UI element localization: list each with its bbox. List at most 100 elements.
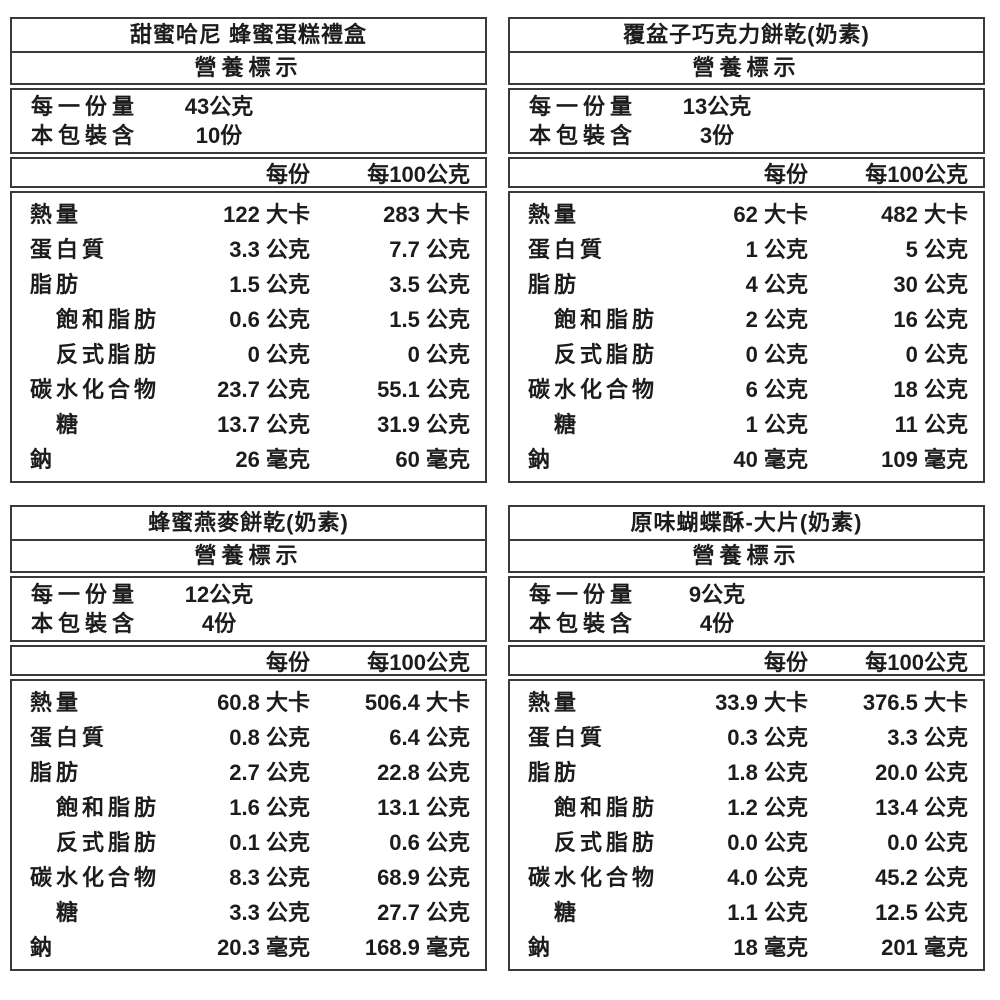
col-header-per-100g: 每100公克 — [367, 650, 470, 675]
nutrient-row: 反式脂肪 0.0 公克 0.0 公克 — [510, 825, 983, 860]
nutrient-rows-box: 熱量 62 大卡 482 大卡 蛋白質 1 公克 5 公克 脂肪 4 公克 30 公克 飽和脂肪 2… — [508, 191, 985, 483]
serving-size-label: 每一份量 — [31, 582, 140, 607]
nutrient-name: 飽和脂肪 — [554, 307, 659, 332]
value-per-100g: 168.9 毫克 — [364, 935, 470, 960]
value-per-100g: 109 毫克 — [881, 447, 968, 472]
nutrient-row: 反式脂肪 0 公克 0 公克 — [510, 337, 983, 372]
value-per-serving: 1.5 公克 — [229, 272, 310, 297]
value-per-serving: 1.8 公克 — [727, 760, 808, 785]
value-per-serving: 20.3 毫克 — [217, 935, 310, 960]
value-per-serving: 3.3 公克 — [229, 900, 310, 925]
nutrient-name: 糖 — [554, 900, 581, 925]
value-per-100g: 31.9 公克 — [377, 412, 470, 437]
serving-size-line: 每一份量 13公克 — [510, 92, 983, 121]
column-header-box: 每份 每100公克 — [10, 157, 487, 188]
col-header-per-100g: 每100公克 — [367, 162, 470, 187]
nutrient-row: 熱量 60.8 大卡 506.4 大卡 — [12, 685, 485, 720]
servings-value: 3份 — [699, 123, 735, 148]
nutrient-row: 碳水化合物 4.0 公克 45.2 公克 — [510, 860, 983, 895]
value-per-serving: 60.8 大卡 — [217, 690, 310, 715]
nutrient-name: 脂肪 — [528, 760, 581, 785]
value-per-serving: 4.0 公克 — [727, 865, 808, 890]
nutrient-name: 熱量 — [528, 202, 581, 227]
nutrient-name: 鈉 — [30, 447, 57, 472]
column-header-box: 每份 每100公克 — [10, 645, 487, 676]
nutrient-row: 鈉 20.3 毫克 168.9 毫克 — [12, 930, 485, 965]
nutrition-facts-heading: 營養標示 — [194, 543, 303, 568]
col-header-per-serving: 每份 — [265, 162, 310, 187]
serving-info-box: 每一份量 9公克 本包裝含 4份 — [508, 576, 985, 642]
value-per-100g: 0.6 公克 — [389, 830, 470, 855]
column-header-row: 每份 每100公克 — [510, 647, 983, 678]
nutrient-row: 碳水化合物 8.3 公克 68.9 公克 — [12, 860, 485, 895]
nutrient-row: 糖 1 公克 11 公克 — [510, 407, 983, 442]
value-per-serving: 122 大卡 — [223, 202, 310, 227]
value-per-serving: 62 大卡 — [733, 202, 808, 227]
value-per-100g: 3.5 公克 — [389, 272, 470, 297]
nutrient-row: 熱量 33.9 大卡 376.5 大卡 — [510, 685, 983, 720]
serving-size-line: 每一份量 9公克 — [510, 580, 983, 609]
nutrition-label-raspberry-chocolate-cookies: 覆盆子巧克力餅乾(奶素) 營養標示 每一份量 13公克 本包裝含 3份 每份 每… — [508, 17, 985, 483]
nutrient-name: 糖 — [56, 412, 83, 437]
servings-per-package-line: 本包裝含 4份 — [12, 609, 485, 638]
value-per-100g: 60 毫克 — [395, 447, 470, 472]
nutrient-name: 蛋白質 — [30, 237, 109, 262]
nutrient-name: 碳水化合物 — [528, 865, 659, 890]
value-per-100g: 482 大卡 — [881, 202, 968, 227]
value-per-serving: 0.8 公克 — [229, 725, 310, 750]
product-title: 原味蝴蝶酥-大片(奶素) — [510, 507, 983, 541]
serving-size-value: 12公克 — [184, 582, 254, 607]
nutrient-row: 蛋白質 3.3 公克 7.7 公克 — [12, 232, 485, 267]
value-per-100g: 20.0 公克 — [875, 760, 968, 785]
title-box: 覆盆子巧克力餅乾(奶素) 營養標示 — [508, 17, 985, 85]
nutrient-name: 熱量 — [30, 690, 83, 715]
value-per-100g: 0.0 公克 — [887, 830, 968, 855]
nutrient-name: 反式脂肪 — [554, 342, 659, 367]
value-per-100g: 6.4 公克 — [389, 725, 470, 750]
nutrient-rows-box: 熱量 122 大卡 283 大卡 蛋白質 3.3 公克 7.7 公克 脂肪 1.5 公克 3.5… — [10, 191, 487, 483]
nutrient-name: 鈉 — [528, 935, 555, 960]
serving-size-line: 每一份量 12公克 — [12, 580, 485, 609]
value-per-100g: 12.5 公克 — [875, 900, 968, 925]
title-box: 原味蝴蝶酥-大片(奶素) 營養標示 — [508, 505, 985, 573]
nutrient-row: 糖 3.3 公克 27.7 公克 — [12, 895, 485, 930]
value-per-serving: 1.2 公克 — [727, 795, 808, 820]
product-title: 甜蜜哈尼 蜂蜜蛋糕禮盒 — [12, 19, 485, 53]
nutrient-name: 碳水化合物 — [30, 377, 161, 402]
nutrient-row: 脂肪 1.5 公克 3.5 公克 — [12, 267, 485, 302]
value-per-100g: 7.7 公克 — [389, 237, 470, 262]
col-header-per-serving: 每份 — [763, 650, 808, 675]
title-box: 甜蜜哈尼 蜂蜜蛋糕禮盒 營養標示 — [10, 17, 487, 85]
serving-size-value: 9公克 — [688, 582, 746, 607]
value-per-serving: 0.6 公克 — [229, 307, 310, 332]
nutrient-row: 反式脂肪 0.1 公克 0.6 公克 — [12, 825, 485, 860]
serving-info-box: 每一份量 13公克 本包裝含 3份 — [508, 88, 985, 154]
nutrient-name: 飽和脂肪 — [56, 795, 161, 820]
nutrient-row: 飽和脂肪 2 公克 16 公克 — [510, 302, 983, 337]
value-per-100g: 0 公克 — [407, 342, 470, 367]
value-per-serving: 3.3 公克 — [229, 237, 310, 262]
nutrient-name: 蛋白質 — [528, 725, 607, 750]
servings-label: 本包裝含 — [529, 123, 638, 148]
serving-size-line: 每一份量 43公克 — [12, 92, 485, 121]
nutrient-row: 熱量 62 大卡 482 大卡 — [510, 197, 983, 232]
column-header-row: 每份 每100公克 — [12, 159, 485, 190]
value-per-serving: 1.6 公克 — [229, 795, 310, 820]
value-per-serving: 6 公克 — [745, 377, 808, 402]
value-per-100g: 283 大卡 — [383, 202, 470, 227]
col-header-per-serving: 每份 — [265, 650, 310, 675]
value-per-100g: 22.8 公克 — [377, 760, 470, 785]
nutrition-label-honey-cake-gift-box: 甜蜜哈尼 蜂蜜蛋糕禮盒 營養標示 每一份量 43公克 本包裝含 10份 每份 每… — [10, 17, 487, 483]
value-per-serving: 2.7 公克 — [229, 760, 310, 785]
serving-size-label: 每一份量 — [529, 94, 638, 119]
nutrient-name: 脂肪 — [528, 272, 581, 297]
value-per-serving: 13.7 公克 — [217, 412, 310, 437]
column-header-box: 每份 每100公克 — [508, 157, 985, 188]
value-per-serving: 0.3 公克 — [727, 725, 808, 750]
value-per-100g: 506.4 大卡 — [364, 690, 470, 715]
servings-label: 本包裝含 — [31, 611, 140, 636]
nutrition-facts-heading: 營養標示 — [692, 55, 801, 80]
nutrient-rows-box: 熱量 33.9 大卡 376.5 大卡 蛋白質 0.3 公克 3.3 公克 脂肪 1.8 公克… — [508, 679, 985, 971]
servings-per-package-line: 本包裝含 10份 — [12, 121, 485, 150]
servings-per-package-line: 本包裝含 3份 — [510, 121, 983, 150]
